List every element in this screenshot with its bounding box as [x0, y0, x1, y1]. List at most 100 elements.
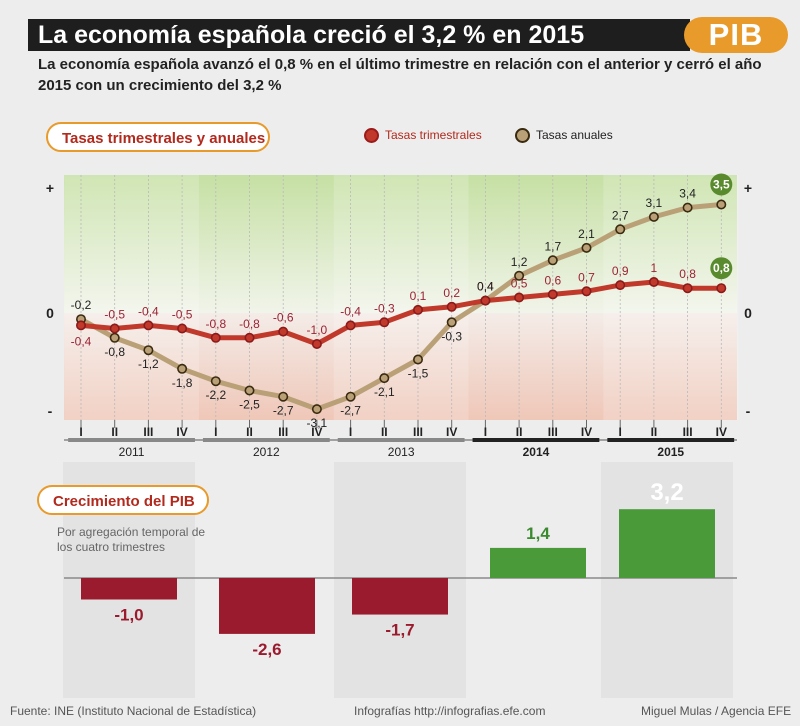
annual-point [716, 199, 727, 210]
annual-point [177, 363, 188, 374]
year-band [64, 175, 199, 420]
quarter-tick-label: I [214, 425, 217, 439]
bar-value-label: 1,4 [526, 524, 550, 543]
title-bar [28, 19, 690, 51]
quarterly-final-label: 0,8 [713, 261, 730, 275]
quarterly-point [547, 289, 558, 300]
year-marker [607, 438, 735, 442]
year-marker [202, 438, 330, 442]
annual-data-label: -1,2 [138, 357, 159, 371]
year-band [333, 175, 469, 420]
quarterly-data-label: 0,1 [410, 289, 427, 303]
quarterly-data-label: -0,4 [138, 304, 159, 318]
page-subtitle: La economía española avanzó el 0,8 % en … [38, 56, 762, 94]
annual-point [581, 242, 592, 253]
legend-label-quarterly: Tasas trimestrales [385, 128, 482, 142]
quarterly-data-label: -0,4 [340, 304, 361, 318]
quarterly-data-label: 0,9 [612, 264, 629, 278]
quarterly-point [514, 292, 525, 303]
quarterly-point [648, 276, 659, 287]
year-label: 2013 [388, 445, 415, 459]
annual-data-label: 2,1 [578, 227, 595, 241]
bar [490, 547, 586, 578]
annual-point [615, 224, 626, 235]
quarterly-data-label: -0,4 [71, 334, 92, 348]
bar [619, 509, 715, 578]
legend-annual: Tasas anuales [515, 124, 613, 146]
quarterly-data-label: 0,4 [477, 280, 494, 294]
annual-data-label: -0,2 [71, 298, 92, 312]
author-credit: Miguel Mulas / Agencia EFE [641, 704, 792, 718]
y-axis-label-right: + [744, 180, 752, 196]
quarterly-point [143, 320, 154, 331]
quarterly-point [379, 317, 390, 328]
quarterly-data-label: -0,3 [374, 301, 395, 315]
annual-point [345, 391, 356, 402]
annual-point [109, 332, 120, 343]
pib-badge: PIB [684, 17, 788, 53]
bar-value-label: -2,6 [252, 640, 281, 659]
quarter-tick-label: I [79, 425, 82, 439]
quarterly-data-label: -0,5 [172, 308, 193, 322]
positive-zone [64, 175, 737, 313]
quarter-tick-label: IV [176, 425, 187, 439]
year-label: 2012 [253, 445, 280, 459]
annual-point [311, 404, 322, 415]
y-axis-label-left: + [46, 180, 54, 196]
annual-point [514, 270, 525, 281]
annual-final-badge [710, 173, 733, 196]
annual-data-label: 1,7 [544, 239, 561, 253]
quarter-tick-label: III [683, 425, 693, 439]
bar [352, 578, 448, 615]
annual-point [244, 385, 255, 396]
quarterly-point [210, 332, 221, 343]
year-marker [68, 438, 195, 442]
quarterly-data-label: 0,6 [544, 273, 561, 287]
legend-quarterly: Tasas trimestrales [364, 124, 482, 146]
annual-data-label: 2,7 [612, 208, 629, 222]
quarterly-point [615, 280, 626, 291]
annual-point [210, 376, 221, 387]
quarter-tick-label: II [381, 425, 388, 439]
annual-data-label: -1,8 [172, 376, 193, 390]
quarterly-point [109, 323, 120, 334]
year-label: 2014 [523, 445, 550, 459]
bar-value-label: -1,7 [385, 621, 414, 640]
quarterly-data-label: 0,2 [443, 286, 460, 300]
section-title-rates: Tasas trimestrales y anuales [46, 122, 270, 152]
source-note: Fuente: INE (Instituto Nacional de Estad… [10, 704, 257, 718]
quarter-tick-label: I [349, 425, 352, 439]
quarterly-data-label: 0,8 [679, 267, 696, 281]
annual-point [143, 345, 154, 356]
quarterly-data-label: -0,8 [205, 317, 226, 331]
quarter-tick-label: II [246, 425, 253, 439]
quarterly-point [345, 320, 356, 331]
quarter-tick-label: III [143, 425, 153, 439]
year-marker [472, 438, 600, 442]
quarterly-data-label: -0,8 [239, 317, 260, 331]
quarterly-data-label: -1,0 [307, 323, 328, 337]
annual-data-label: -2,7 [273, 404, 294, 418]
year-label: 2015 [657, 445, 684, 459]
quarterly-point [278, 326, 289, 337]
bar-value-label: 3,2 [650, 479, 683, 506]
quarter-tick-label: III [548, 425, 558, 439]
quarterly-point [446, 301, 457, 312]
legend-dot-quarterly [364, 128, 379, 144]
legend-dot-annual [515, 128, 530, 144]
bar-value-label: -1,0 [114, 606, 143, 625]
quarterly-data-label: 1 [651, 261, 658, 275]
quarterly-point [581, 286, 592, 297]
quarterly-data-label: -0,6 [273, 311, 294, 325]
annual-series-line [78, 202, 724, 412]
quarter-tick-label: II [651, 425, 658, 439]
quarter-tick-label: IV [581, 425, 592, 439]
quarterly-point [311, 338, 322, 349]
annual-data-label: 3,4 [679, 187, 696, 201]
quarter-tick-label: I [619, 425, 622, 439]
annual-data-label: -2,7 [340, 404, 361, 418]
annual-point [278, 391, 289, 402]
quarterly-point [480, 295, 491, 306]
annual-point [446, 317, 457, 328]
